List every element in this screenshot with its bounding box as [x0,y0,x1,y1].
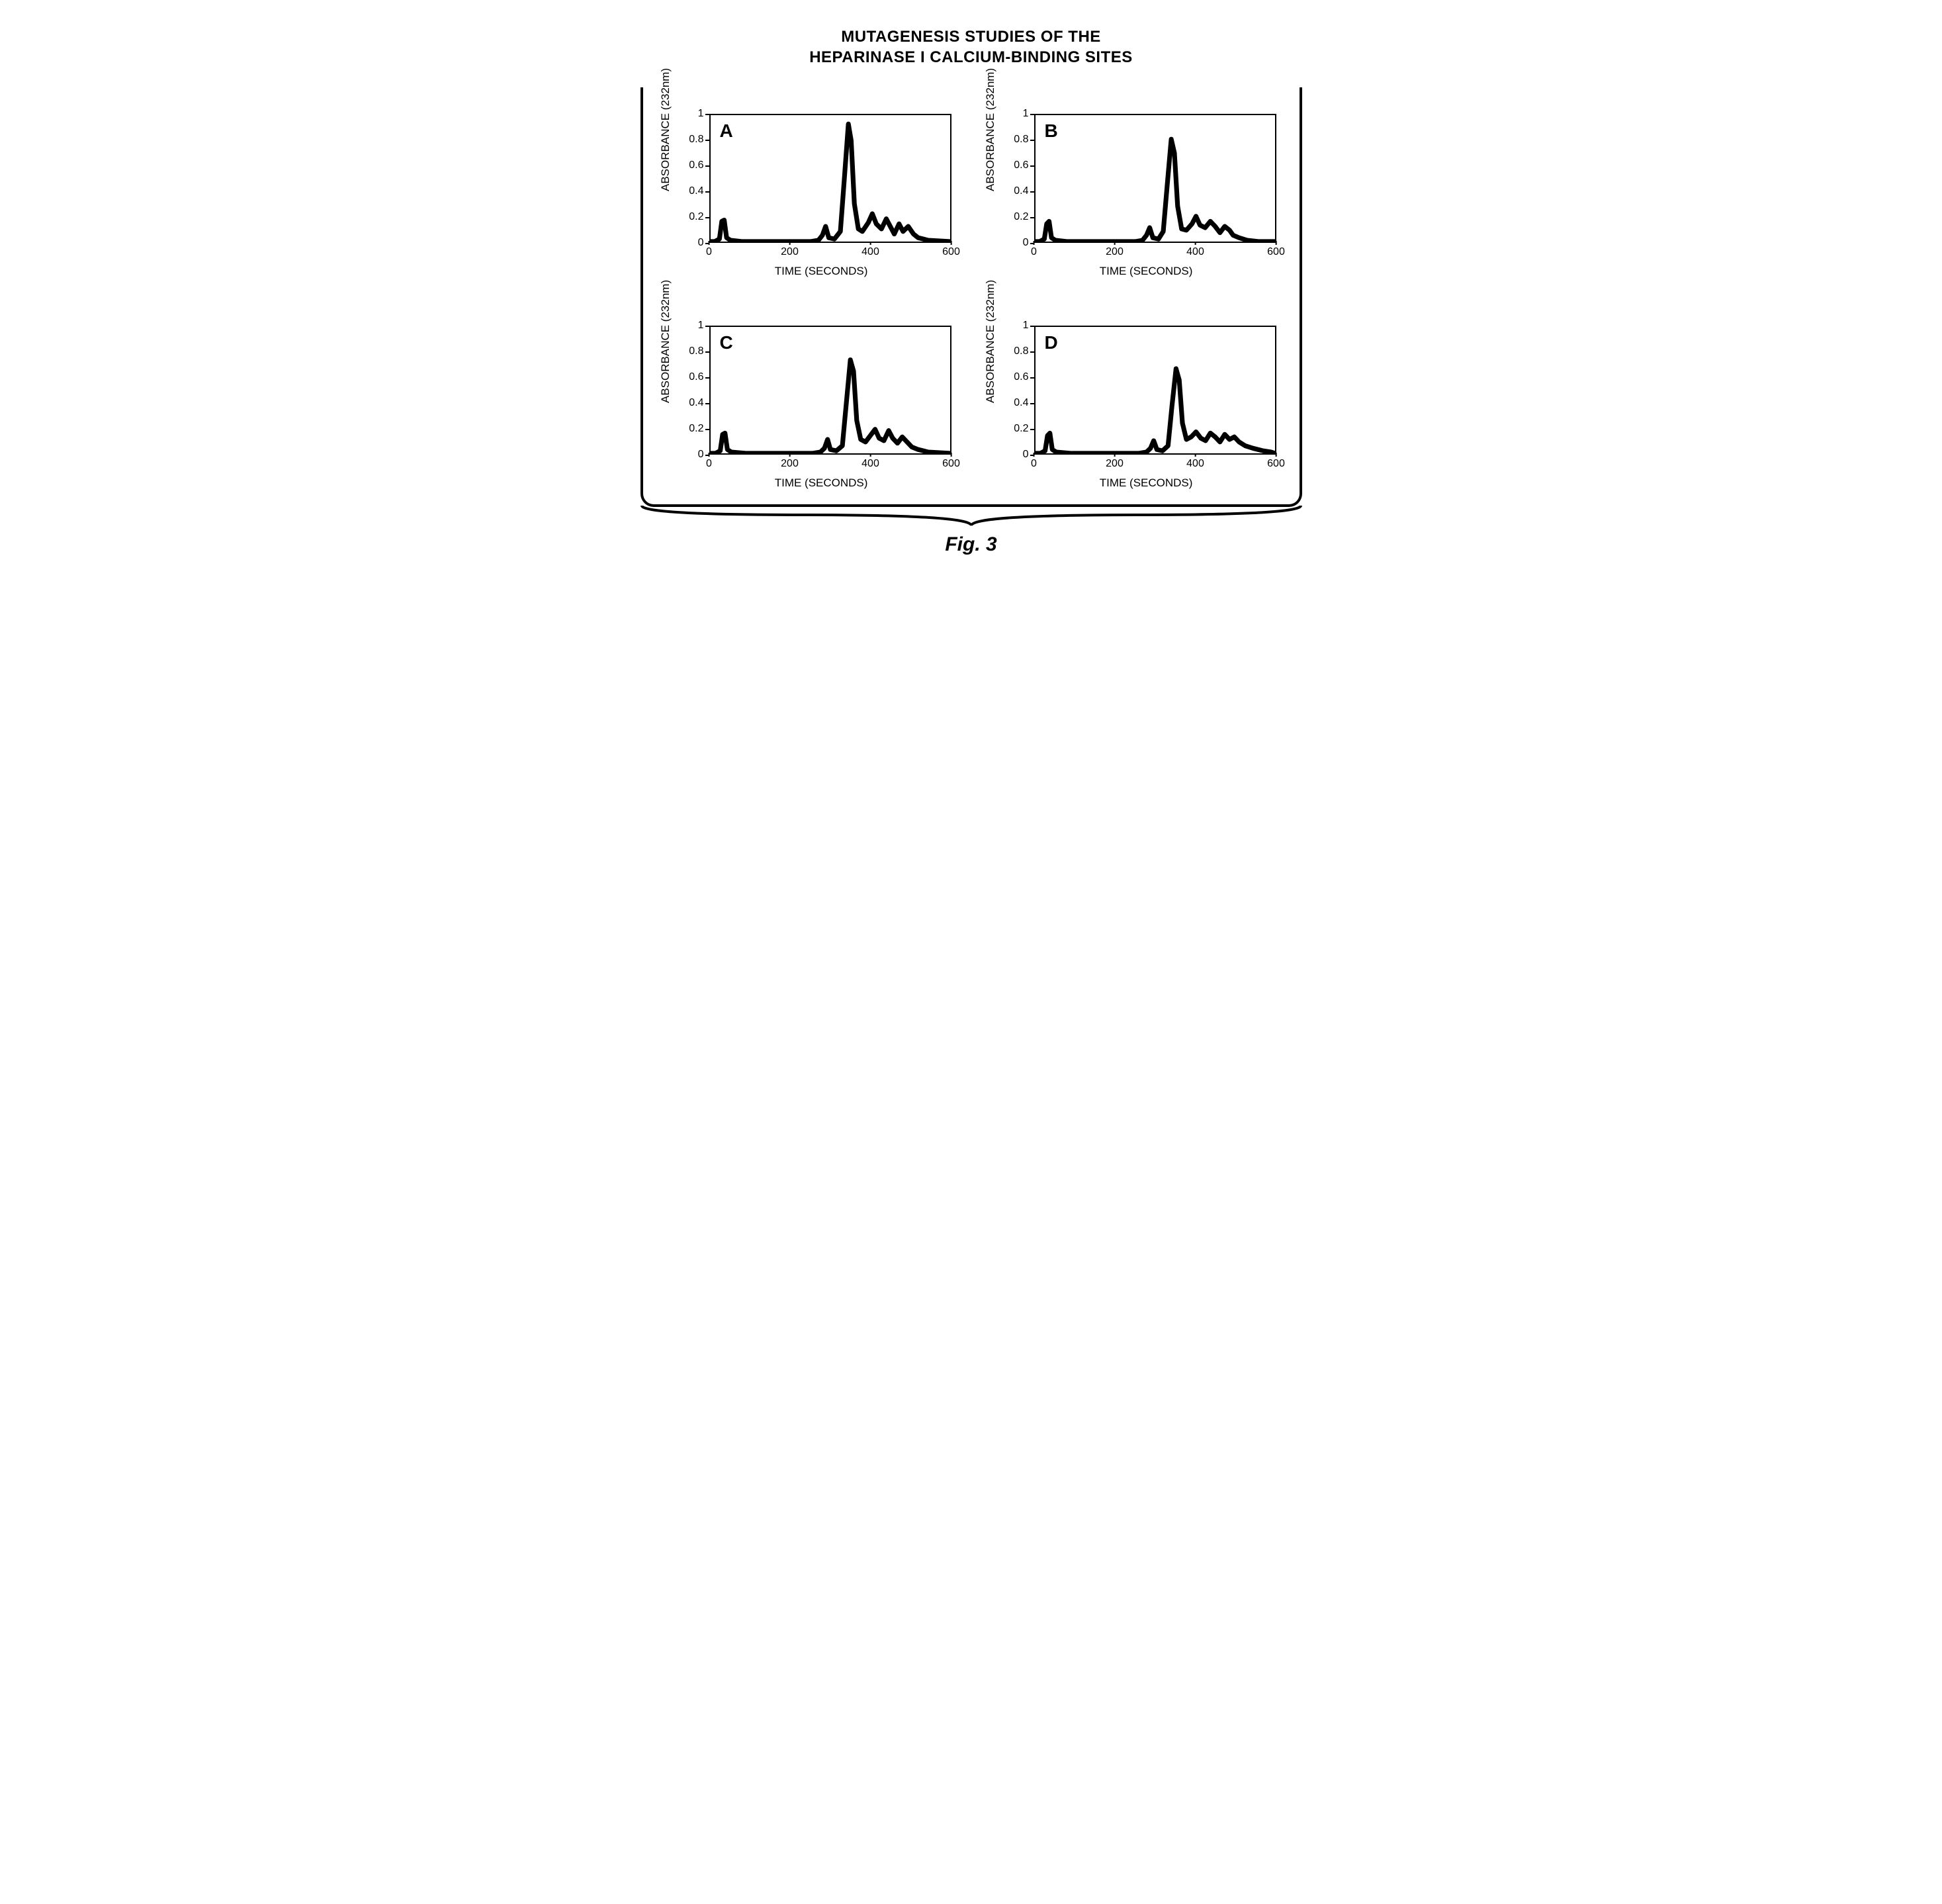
x-tick: 200 [781,246,799,258]
x-axis-label: TIME (SECONDS) [775,476,868,490]
x-axis-label: TIME (SECONDS) [1100,265,1193,278]
panel-grid: ABSORBANCE (232nm)TIME (SECONDS)00.20.40… [663,107,1286,491]
x-ticks: 0200400600 [709,245,951,259]
x-tick: 0 [1031,458,1037,470]
y-tick: 0.6 [689,159,703,171]
y-ticks: 00.20.40.60.81 [663,326,708,455]
title-line-1: MUTAGENESIS STUDIES OF THE [841,28,1101,46]
x-tick: 200 [1106,458,1124,470]
y-tick: 0.2 [689,211,703,223]
x-tick: 200 [1106,246,1124,258]
x-tick: 600 [942,246,960,258]
plot-area: B [1034,114,1276,243]
x-tick: 200 [781,458,799,470]
line-chart [711,327,950,453]
chart-panel-a: ABSORBANCE (232nm)TIME (SECONDS)00.20.40… [663,107,961,279]
data-line [711,360,950,453]
y-tick: 0 [698,449,704,461]
line-chart [1036,327,1275,453]
x-tick: 0 [1031,246,1037,258]
line-chart [711,115,950,242]
x-tick: 400 [1186,246,1204,258]
y-tick: 1 [1023,108,1029,120]
y-tick: 0 [698,237,704,249]
y-tick: 0 [1023,449,1029,461]
y-tick: 0 [1023,237,1029,249]
data-line [1036,140,1275,242]
x-tick: 400 [861,246,879,258]
y-tick: 0.8 [1014,134,1028,146]
plot-area: C [709,326,951,455]
y-tick: 1 [698,320,704,332]
y-tick: 0.8 [689,134,703,146]
x-tick: 400 [1186,458,1204,470]
x-tick: 600 [1267,246,1285,258]
y-tick: 0.4 [1014,185,1028,197]
y-tick: 0.4 [689,185,703,197]
y-ticks: 00.20.40.60.81 [663,114,708,243]
x-ticks: 0200400600 [709,457,951,471]
x-ticks: 0200400600 [1034,245,1276,259]
title-line-2: HEPARINASE I CALCIUM-BINDING SITES [809,48,1133,66]
figure-title: MUTAGENESIS STUDIES OF THE HEPARINASE I … [640,26,1302,68]
x-tick: 600 [1267,458,1285,470]
line-chart [1036,115,1275,242]
x-axis-label: TIME (SECONDS) [775,265,868,278]
plot-area: D [1034,326,1276,455]
bracket-brace [640,506,1302,527]
y-tick: 1 [698,108,704,120]
y-ticks: 00.20.40.60.81 [988,114,1033,243]
y-tick: 0.2 [689,423,703,435]
y-tick: 0.4 [689,397,703,409]
figure-caption: Fig. 3 [640,533,1302,556]
chart-frame: ABSORBANCE (232nm)TIME (SECONDS)00.20.40… [988,107,1286,279]
x-ticks: 0200400600 [1034,457,1276,471]
x-tick: 0 [706,246,712,258]
chart-panel-d: ABSORBANCE (232nm)TIME (SECONDS)00.20.40… [988,319,1286,491]
y-tick: 0.4 [1014,397,1028,409]
plot-area: A [709,114,951,243]
figure-bracket: ABSORBANCE (232nm)TIME (SECONDS)00.20.40… [640,87,1302,507]
y-tick: 0.6 [1014,159,1028,171]
y-tick: 0.6 [1014,371,1028,383]
chart-frame: ABSORBANCE (232nm)TIME (SECONDS)00.20.40… [663,107,961,279]
y-tick: 0.2 [1014,211,1028,223]
data-line [711,124,950,242]
x-tick: 400 [861,458,879,470]
x-tick: 600 [942,458,960,470]
chart-panel-b: ABSORBANCE (232nm)TIME (SECONDS)00.20.40… [988,107,1286,279]
x-tick: 0 [706,458,712,470]
data-line [1036,369,1275,453]
y-ticks: 00.20.40.60.81 [988,326,1033,455]
y-tick: 0.6 [689,371,703,383]
y-tick: 0.8 [1014,345,1028,357]
chart-frame: ABSORBANCE (232nm)TIME (SECONDS)00.20.40… [988,319,1286,491]
y-tick: 1 [1023,320,1029,332]
figure-wrapper: MUTAGENESIS STUDIES OF THE HEPARINASE I … [640,26,1302,556]
chart-panel-c: ABSORBANCE (232nm)TIME (SECONDS)00.20.40… [663,319,961,491]
x-axis-label: TIME (SECONDS) [1100,476,1193,490]
chart-frame: ABSORBANCE (232nm)TIME (SECONDS)00.20.40… [663,319,961,491]
y-tick: 0.2 [1014,423,1028,435]
y-tick: 0.8 [689,345,703,357]
